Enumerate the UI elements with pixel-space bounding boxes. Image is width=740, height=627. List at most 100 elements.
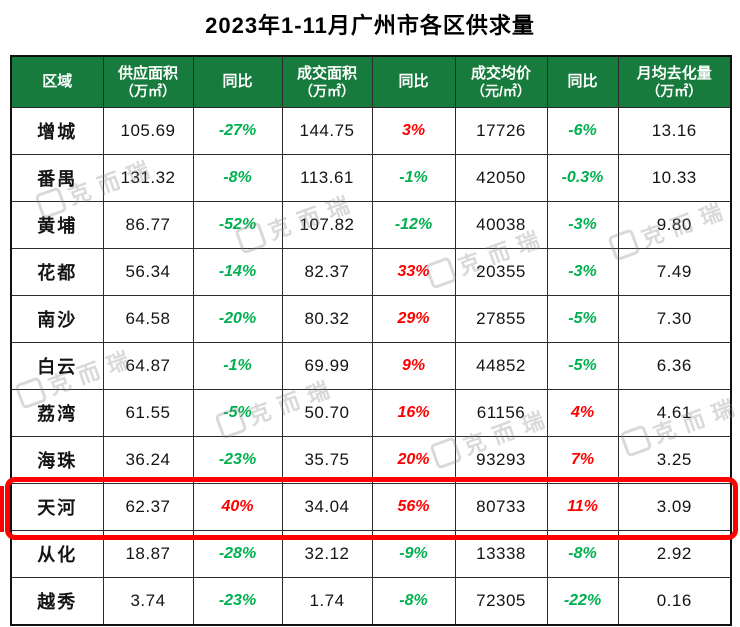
- value-cell: 9.80: [617, 201, 732, 249]
- column-header-5: 成交均价 （元/㎡）: [454, 55, 548, 108]
- value-cell: 107.82: [281, 201, 373, 249]
- yoy-cell: -23%: [192, 436, 283, 484]
- value-cell: 35.75: [281, 436, 373, 484]
- yoy-cell: -1%: [371, 154, 456, 202]
- yoy-cell: -0.3%: [546, 154, 619, 202]
- yoy-cell: -20%: [192, 295, 283, 343]
- supply-demand-table: 区域 供应面积 （万㎡） 同比 成交面积 （万㎡） 同比 成交均价 （元/㎡） 同比 月均去化量 （万…: [5, 55, 738, 626]
- value-cell: 32.12: [281, 530, 373, 578]
- value-cell: 13.16: [617, 107, 732, 155]
- region-cell: 越秀: [10, 577, 104, 626]
- yoy-cell: -3%: [546, 248, 619, 296]
- value-cell: 4.61: [617, 389, 732, 437]
- table-row: 越秀 3.74 -23% 1.74 -8% 72305 -22% 0.16: [10, 577, 732, 626]
- yoy-cell: 20%: [371, 436, 456, 484]
- table-row: 黄埔 86.77 -52% 107.82 -12% 40038 -3% 9.80: [10, 201, 732, 249]
- value-cell: 44852: [454, 342, 548, 390]
- value-cell: 7.49: [617, 248, 732, 296]
- table-row: 花都 56.34 -14% 82.37 33% 20355 -3% 7.49: [10, 248, 732, 296]
- value-cell: 36.24: [102, 436, 194, 484]
- value-cell: 42050: [454, 154, 548, 202]
- column-header-2: 同比: [192, 55, 283, 108]
- value-cell: 64.87: [102, 342, 194, 390]
- value-cell: 82.37: [281, 248, 373, 296]
- region-cell: 南沙: [10, 295, 104, 343]
- region-cell: 天河: [10, 483, 104, 531]
- yoy-cell: 29%: [371, 295, 456, 343]
- yoy-cell: 7%: [546, 436, 619, 484]
- yoy-cell: -14%: [192, 248, 283, 296]
- value-cell: 3.25: [617, 436, 732, 484]
- column-header-4: 同比: [371, 55, 456, 108]
- region-cell: 黄埔: [10, 201, 104, 249]
- yoy-cell: 33%: [371, 248, 456, 296]
- table-row: 南沙 64.58 -20% 80.32 29% 27855 -5% 7.30: [10, 295, 732, 343]
- region-cell: 增城: [10, 107, 104, 155]
- value-cell: 64.58: [102, 295, 194, 343]
- page-title: 2023年1-11月广州市各区供求量: [205, 13, 535, 38]
- region-cell: 番禺: [10, 154, 104, 202]
- region-cell: 花都: [10, 248, 104, 296]
- value-cell: 18.87: [102, 530, 194, 578]
- yoy-cell: -23%: [192, 577, 283, 626]
- value-cell: 93293: [454, 436, 548, 484]
- yoy-cell: 9%: [371, 342, 456, 390]
- column-header-3: 成交面积 （万㎡）: [281, 55, 373, 108]
- value-cell: 10.33: [617, 154, 732, 202]
- value-cell: 1.74: [281, 577, 373, 626]
- value-cell: 80.32: [281, 295, 373, 343]
- value-cell: 56.34: [102, 248, 194, 296]
- yoy-cell: -8%: [546, 530, 619, 578]
- yoy-cell: -5%: [192, 389, 283, 437]
- table-row: 从化 18.87 -28% 32.12 -9% 13338 -8% 2.92: [10, 530, 732, 578]
- data-table: 区域 供应面积 （万㎡） 同比 成交面积 （万㎡） 同比 成交均价 （元/㎡） 同比 月均去化量 （万…: [10, 55, 732, 626]
- value-cell: 2.92: [617, 530, 732, 578]
- value-cell: 40038: [454, 201, 548, 249]
- yoy-cell: -22%: [546, 577, 619, 626]
- table-head: 区域 供应面积 （万㎡） 同比 成交面积 （万㎡） 同比 成交均价 （元/㎡） 同比 月均去化量 （万…: [10, 55, 732, 108]
- value-cell: 17726: [454, 107, 548, 155]
- table-row: 荔湾 61.55 -5% 50.70 16% 61156 4% 4.61: [10, 389, 732, 437]
- yoy-cell: 4%: [546, 389, 619, 437]
- yoy-cell: -9%: [371, 530, 456, 578]
- yoy-cell: 3%: [371, 107, 456, 155]
- yoy-cell: -5%: [546, 295, 619, 343]
- yoy-cell: 56%: [371, 483, 456, 531]
- value-cell: 20355: [454, 248, 548, 296]
- value-cell: 0.16: [617, 577, 732, 626]
- header-row: 区域 供应面积 （万㎡） 同比 成交面积 （万㎡） 同比 成交均价 （元/㎡） 同比 月均去化量 （万…: [10, 55, 732, 108]
- column-header-0: 区域: [10, 55, 104, 108]
- yoy-cell: 16%: [371, 389, 456, 437]
- table-row: 白云 64.87 -1% 69.99 9% 44852 -5% 6.36: [10, 342, 732, 390]
- value-cell: 69.99: [281, 342, 373, 390]
- yoy-cell: 40%: [192, 483, 283, 531]
- yoy-cell: -12%: [371, 201, 456, 249]
- left-red-mark: [0, 486, 4, 532]
- table-row: 天河 62.37 40% 34.04 56% 80733 11% 3.09: [10, 483, 732, 531]
- yoy-cell: -28%: [192, 530, 283, 578]
- value-cell: 13338: [454, 530, 548, 578]
- region-cell: 白云: [10, 342, 104, 390]
- yoy-cell: -3%: [546, 201, 619, 249]
- value-cell: 7.30: [617, 295, 732, 343]
- value-cell: 34.04: [281, 483, 373, 531]
- value-cell: 62.37: [102, 483, 194, 531]
- table-body: 增城 105.69 -27% 144.75 3% 17726 -6% 13.16 番禺 131.3…: [10, 107, 732, 626]
- value-cell: 61156: [454, 389, 548, 437]
- value-cell: 131.32: [102, 154, 194, 202]
- value-cell: 61.55: [102, 389, 194, 437]
- column-header-7: 月均去化量 （万㎡）: [617, 55, 732, 108]
- value-cell: 72305: [454, 577, 548, 626]
- yoy-cell: -8%: [371, 577, 456, 626]
- yoy-cell: -5%: [546, 342, 619, 390]
- table-row: 海珠 36.24 -23% 35.75 20% 93293 7% 3.25: [10, 436, 732, 484]
- table-row: 番禺 131.32 -8% 113.61 -1% 42050 -0.3% 10.33: [10, 154, 732, 202]
- yoy-cell: -8%: [192, 154, 283, 202]
- yoy-cell: -27%: [192, 107, 283, 155]
- region-cell: 荔湾: [10, 389, 104, 437]
- value-cell: 144.75: [281, 107, 373, 155]
- yoy-cell: -6%: [546, 107, 619, 155]
- yoy-cell: 11%: [546, 483, 619, 531]
- region-cell: 从化: [10, 530, 104, 578]
